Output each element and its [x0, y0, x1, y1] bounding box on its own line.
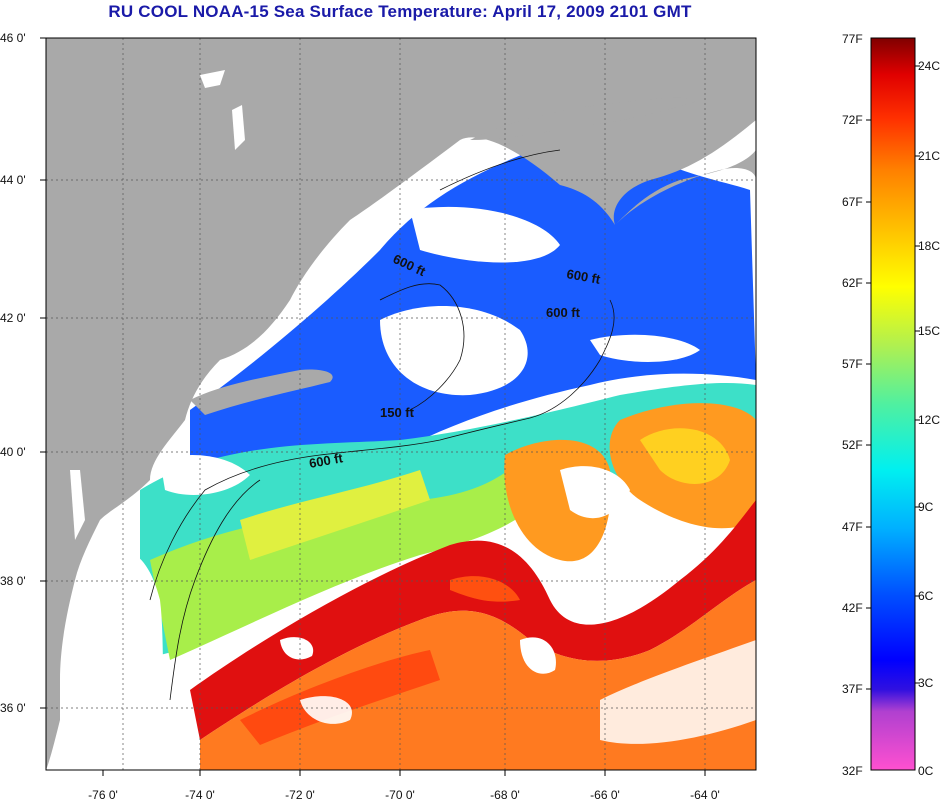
lon-label: -74 0'	[185, 788, 215, 802]
colorbar-c-label: 12C	[918, 413, 940, 427]
isobath-lines	[149, 149, 615, 701]
lat-label: 36 0'	[0, 701, 26, 715]
colorbar-f-label: 52F	[842, 438, 863, 452]
colorbar-f-label: 57F	[842, 357, 863, 371]
colorbar-c-label: 3C	[918, 676, 934, 690]
colorbar-f-label: 67F	[842, 195, 863, 209]
lat-label: 38 0'	[0, 574, 26, 588]
isobath-label: 150 ft	[380, 405, 415, 420]
lat-label: 40 0'	[0, 445, 26, 459]
colorbar: 77F 72F 67F 62F 57F 52F 47F 42F 37F 32F …	[842, 32, 940, 778]
colorbar-f-label: 47F	[842, 520, 863, 534]
colorbar-f-label: 72F	[842, 113, 863, 127]
lon-label: -76 0'	[88, 788, 118, 802]
colorbar-gradient	[870, 37, 916, 771]
lat-label: 42 0'	[0, 311, 26, 325]
map-title: RU COOL NOAA-15 Sea Surface Temperature:…	[108, 2, 692, 21]
colorbar-c-label: 24C	[918, 59, 940, 73]
lat-label: 44 0'	[0, 173, 26, 187]
colorbar-f-label: 42F	[842, 601, 863, 615]
map-frame	[45, 37, 757, 771]
graticule	[46, 38, 756, 770]
cloud-cover	[108, 206, 756, 770]
colorbar-c-label: 15C	[918, 324, 940, 338]
lon-label: -64 0'	[690, 788, 720, 802]
lat-label: 46 0'	[0, 31, 26, 45]
isobath-label: 600 ft	[308, 450, 345, 471]
colorbar-c-label: 18C	[918, 239, 940, 253]
colorbar-c-label: 9C	[918, 500, 934, 514]
lon-label: -72 0'	[285, 788, 315, 802]
inland-lakes	[70, 70, 245, 540]
colorbar-c-label: 0C	[918, 764, 934, 778]
colorbar-c-label: 6C	[918, 589, 934, 603]
colorbar-f-label: 32F	[842, 764, 863, 778]
isobath-label: 600 ft	[565, 266, 602, 287]
land-mass	[46, 38, 756, 770]
colorbar-f-label: 37F	[842, 682, 863, 696]
map-panel: 600 ft 600 ft 600 ft 150 ft 600 ft	[46, 38, 756, 770]
isobath-label: 600 ft	[546, 305, 581, 320]
colorbar-f-label: 77F	[842, 32, 863, 46]
lon-label: -70 0'	[385, 788, 415, 802]
colorbar-f-label: 62F	[842, 276, 863, 290]
lon-label: -68 0'	[490, 788, 520, 802]
lon-label: -66 0'	[590, 788, 620, 802]
colorbar-c-label: 21C	[918, 149, 940, 163]
axis-ticks	[40, 37, 706, 776]
